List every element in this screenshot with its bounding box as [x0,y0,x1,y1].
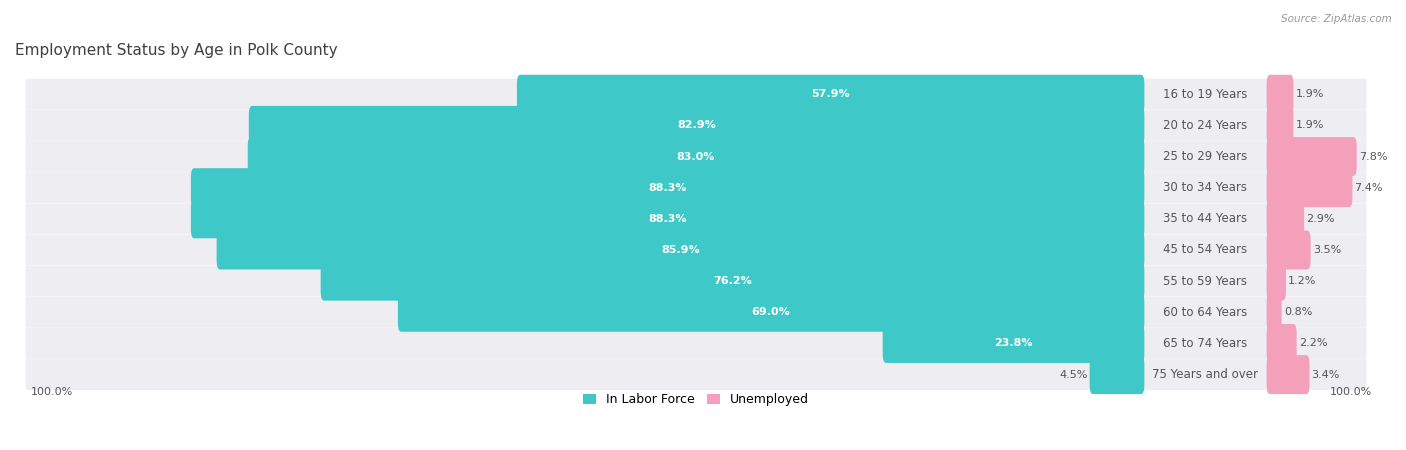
Text: 88.3%: 88.3% [648,183,688,193]
Text: 1.9%: 1.9% [1295,121,1324,130]
FancyBboxPatch shape [1267,261,1286,301]
FancyBboxPatch shape [25,266,1367,297]
FancyBboxPatch shape [25,297,1367,328]
FancyBboxPatch shape [25,203,1367,234]
Text: 88.3%: 88.3% [648,214,688,224]
Text: 1.2%: 1.2% [1288,276,1316,286]
Text: 3.5%: 3.5% [1313,245,1341,255]
Text: 100.0%: 100.0% [1330,387,1372,397]
Text: 45 to 54 Years: 45 to 54 Years [1163,243,1247,256]
Text: 83.0%: 83.0% [676,152,716,162]
Text: 30 to 34 Years: 30 to 34 Years [1164,181,1247,194]
FancyBboxPatch shape [217,230,1144,270]
Text: 3.4%: 3.4% [1312,369,1340,380]
FancyBboxPatch shape [1267,168,1353,207]
FancyBboxPatch shape [517,75,1144,114]
FancyBboxPatch shape [25,172,1367,203]
Text: 4.5%: 4.5% [1059,369,1087,380]
FancyBboxPatch shape [247,137,1144,176]
Text: 25 to 29 Years: 25 to 29 Years [1163,150,1247,163]
FancyBboxPatch shape [1267,355,1309,394]
Text: 57.9%: 57.9% [811,89,851,99]
FancyBboxPatch shape [1267,324,1296,363]
FancyBboxPatch shape [321,261,1144,301]
Text: Employment Status by Age in Polk County: Employment Status by Age in Polk County [15,43,337,58]
FancyBboxPatch shape [1267,106,1294,145]
FancyBboxPatch shape [398,293,1144,332]
FancyBboxPatch shape [25,234,1367,266]
Text: 23.8%: 23.8% [994,338,1033,348]
Text: 0.8%: 0.8% [1284,307,1312,317]
Text: 35 to 44 Years: 35 to 44 Years [1163,212,1247,225]
Text: 65 to 74 Years: 65 to 74 Years [1163,337,1247,350]
Text: 7.8%: 7.8% [1358,152,1388,162]
Text: 100.0%: 100.0% [31,387,73,397]
Text: 2.9%: 2.9% [1306,214,1334,224]
FancyBboxPatch shape [25,110,1367,141]
Legend: In Labor Force, Unemployed: In Labor Force, Unemployed [578,388,814,411]
FancyBboxPatch shape [191,168,1144,207]
Text: 85.9%: 85.9% [661,245,700,255]
Text: 82.9%: 82.9% [678,121,716,130]
FancyBboxPatch shape [1267,230,1310,270]
Text: 1.9%: 1.9% [1295,89,1324,99]
FancyBboxPatch shape [883,324,1144,363]
Text: 69.0%: 69.0% [752,307,790,317]
Text: 60 to 64 Years: 60 to 64 Years [1163,306,1247,319]
FancyBboxPatch shape [25,328,1367,359]
FancyBboxPatch shape [25,141,1367,172]
FancyBboxPatch shape [1267,199,1305,238]
FancyBboxPatch shape [249,106,1144,145]
Text: 55 to 59 Years: 55 to 59 Years [1164,274,1247,288]
Text: Source: ZipAtlas.com: Source: ZipAtlas.com [1281,14,1392,23]
FancyBboxPatch shape [1267,293,1282,332]
FancyBboxPatch shape [1267,75,1294,114]
FancyBboxPatch shape [191,199,1144,238]
Text: 2.2%: 2.2% [1299,338,1327,348]
FancyBboxPatch shape [25,79,1367,110]
FancyBboxPatch shape [1090,355,1144,394]
Text: 76.2%: 76.2% [713,276,752,286]
Text: 20 to 24 Years: 20 to 24 Years [1163,119,1247,132]
FancyBboxPatch shape [1267,137,1357,176]
FancyBboxPatch shape [25,359,1367,390]
Text: 16 to 19 Years: 16 to 19 Years [1163,88,1247,101]
Text: 7.4%: 7.4% [1354,183,1384,193]
Text: 75 Years and over: 75 Years and over [1153,368,1258,381]
